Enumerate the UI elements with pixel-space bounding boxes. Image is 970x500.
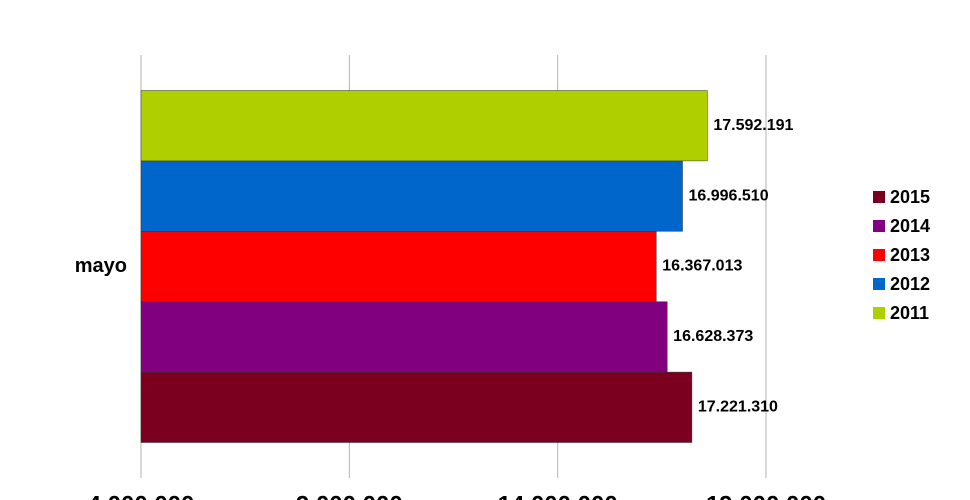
legend-label: 2011 xyxy=(890,303,929,323)
legend-label: 2014 xyxy=(890,216,930,236)
bar xyxy=(140,231,657,302)
x-tick-label: 9.000.000 xyxy=(296,491,403,500)
bar xyxy=(140,160,683,232)
value-label: 16.367.013 xyxy=(662,258,742,275)
legend-label: 2012 xyxy=(890,274,930,294)
x-tick-label: 19.000.000 xyxy=(706,491,826,500)
bar xyxy=(140,90,708,162)
legend-swatch xyxy=(873,307,885,319)
x-tick-label: 4.000.000 xyxy=(88,491,195,500)
y-tick-label: mayo xyxy=(75,255,127,277)
legend-swatch xyxy=(873,249,885,261)
bar xyxy=(140,371,693,443)
x-tick-label: 14.000.000 xyxy=(498,491,618,500)
legend-swatch xyxy=(873,278,885,290)
bar xyxy=(140,301,668,373)
value-label: 16.996.510 xyxy=(689,187,769,204)
legend-label: 2015 xyxy=(890,187,930,207)
value-label: 17.221.310 xyxy=(698,399,778,416)
legend-swatch xyxy=(873,220,885,232)
legend-swatch xyxy=(873,191,885,203)
legend-label: 2013 xyxy=(890,245,930,265)
value-label: 17.592.191 xyxy=(713,117,793,134)
value-label: 16.628.373 xyxy=(673,328,753,345)
